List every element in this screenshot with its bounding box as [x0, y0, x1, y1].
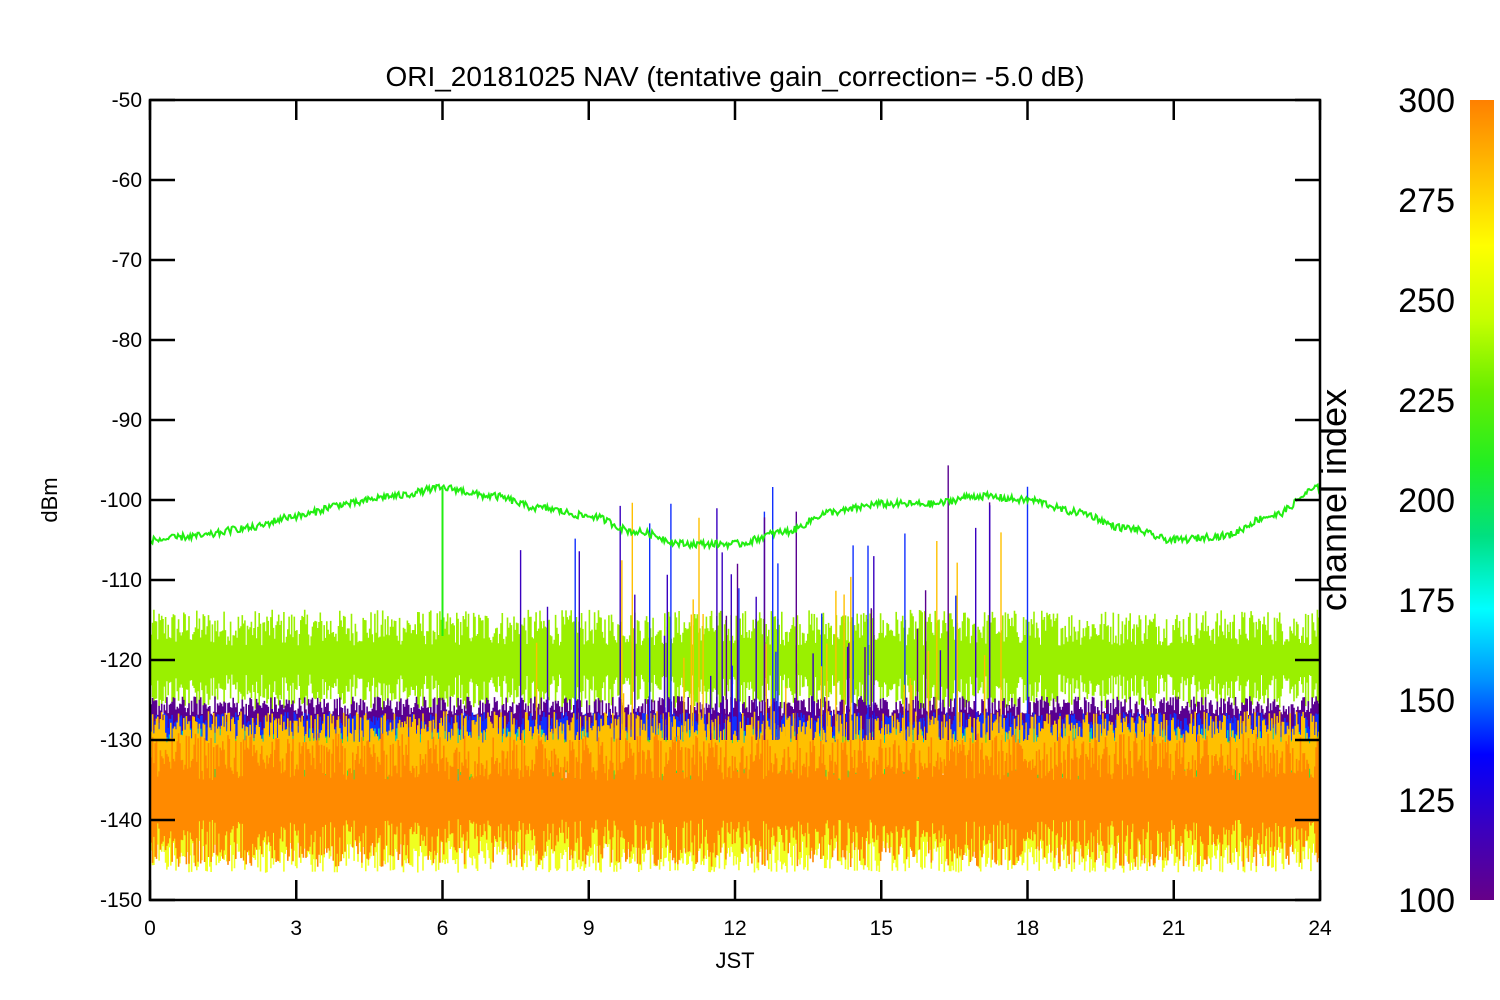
- x-tick-label: 24: [1308, 917, 1332, 940]
- y-tick-label: -70: [112, 249, 142, 272]
- colorbar-tick-label: 225: [1398, 382, 1455, 420]
- y-tick-label: -100: [100, 489, 142, 512]
- x-axis-label: JST: [715, 948, 754, 973]
- x-tick-label: 18: [1016, 917, 1039, 940]
- colorbar-tick-label: 200: [1398, 482, 1455, 520]
- x-tick-label: 21: [1162, 917, 1185, 940]
- y-tick-label: -60: [112, 169, 142, 192]
- colorbar-tick-label: 150: [1398, 682, 1455, 720]
- colorbar-tick-label: 100: [1398, 882, 1455, 920]
- chart-title: ORI_20181025 NAV (tentative gain_correct…: [385, 61, 1084, 92]
- colorbar-tick-label: 300: [1398, 82, 1455, 120]
- x-tick-label: 15: [870, 917, 893, 940]
- colorbar: [1470, 100, 1494, 900]
- y-tick-label: -120: [100, 649, 142, 672]
- spikes-1: [535, 502, 1002, 740]
- y-axis-label: dBm: [37, 477, 62, 522]
- x-tick-label: 0: [144, 917, 156, 940]
- plot-data: [149, 465, 1321, 873]
- y-tick-label: -90: [112, 409, 142, 432]
- y-tick-label: -150: [100, 889, 142, 912]
- colorbar-tick-label: 275: [1398, 182, 1455, 220]
- colorbar-label: channel index: [1313, 389, 1354, 611]
- colorbar-tick-label: 125: [1398, 782, 1455, 820]
- y-tick-label: -50: [112, 89, 142, 112]
- series-line-240: [149, 482, 1321, 636]
- x-tick-label: 6: [437, 917, 449, 940]
- spikes-3: [519, 505, 991, 740]
- y-tick-label: -110: [102, 569, 142, 592]
- colorbar-ticks: 300 275 250 225 200 175 150 125 100: [1398, 82, 1455, 920]
- y-tick-label: -80: [112, 329, 142, 352]
- colorbar-tick-label: 250: [1398, 282, 1455, 320]
- y-tick-label: -140: [100, 809, 142, 832]
- y-tick-label: -130: [100, 729, 142, 752]
- x-tick-label: 3: [290, 917, 302, 940]
- colorbar-tick-label: 175: [1398, 582, 1455, 620]
- x-tick-label: 9: [583, 917, 595, 940]
- x-tick-label: 12: [723, 917, 746, 940]
- axis-ticks: 0 3 6 9 12 15 18 21 24 -50 -60 -70 -80 -90 -100 -110 -12…: [100, 89, 1332, 940]
- series-band-260: [149, 609, 1321, 711]
